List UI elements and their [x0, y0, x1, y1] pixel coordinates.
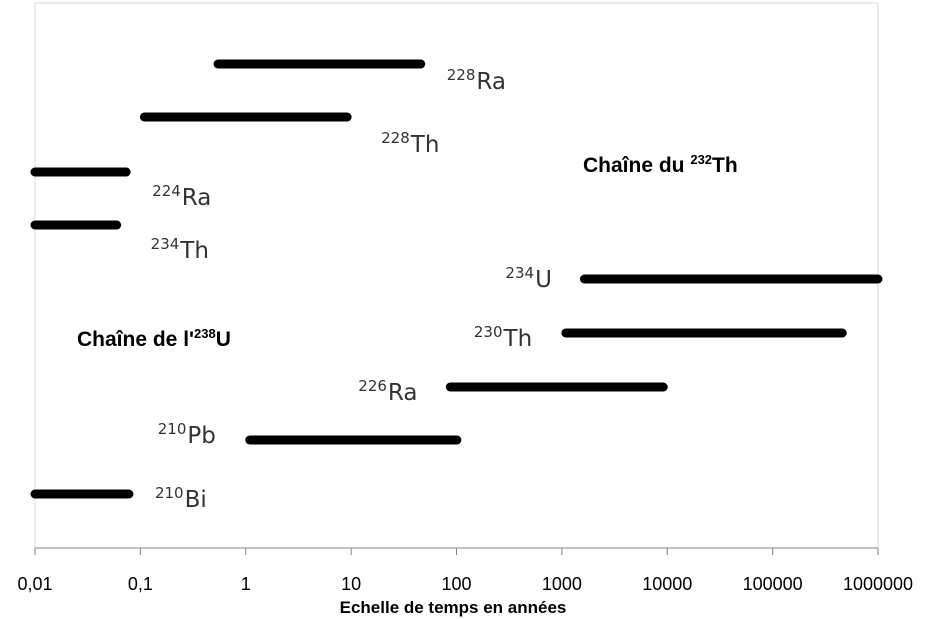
isotope-mass: 234 [151, 235, 180, 253]
isotope-symbol: Th [410, 132, 440, 158]
isotope-label-210pb: 210Pb [158, 420, 216, 449]
isotope-label-228ra: 228Ra [447, 66, 506, 95]
isotope-label-228th: 228Th [381, 129, 439, 158]
isotope-labels: 228Ra228Th224Ra234Th234U230Th226Ra210Pb2… [151, 66, 552, 513]
isotope-label-234u: 234U [505, 264, 551, 293]
chain-element: U [216, 328, 231, 351]
chain-element: Th [712, 154, 738, 177]
isotope-mass: 210 [158, 420, 187, 438]
isotope-symbol: Ra [388, 380, 418, 406]
x-tick-label: 0,01 [17, 574, 52, 594]
x-tick-label: 1000000 [843, 574, 913, 594]
isotope-mass: 230 [474, 323, 503, 341]
isotope-mass: 210 [155, 484, 184, 502]
x-tick-label: 100 [441, 574, 471, 594]
isotope-label-210bi: 210Bi [155, 484, 207, 513]
isotope-symbol: Th [503, 326, 533, 352]
chain-annotation: Chaîne de l'238U [77, 326, 231, 351]
isotope-label-234th: 234Th [151, 235, 209, 264]
chain-annotation: Chaîne du 232Th [583, 152, 738, 177]
isotope-symbol: Pb [187, 423, 215, 449]
x-tick-label: 10 [341, 574, 361, 594]
isotope-mass: 226 [358, 377, 387, 395]
isotope-label-226ra: 226Ra [358, 377, 417, 406]
isotope-symbol: Ra [182, 185, 212, 211]
x-axis-ticks: 0,01 0,1 1 10 100 1000 10000 100000 1000000 [17, 548, 913, 594]
isotope-symbol: U [535, 267, 552, 293]
isotope-label-224ra: 224Ra [152, 182, 211, 211]
isotope-symbol: Ra [476, 69, 506, 95]
chain-mass: 238 [194, 326, 216, 341]
x-axis-title: Echelle de temps en années [340, 598, 567, 617]
chain-prefix: Chaîne de l' [77, 328, 194, 351]
range-bars [30, 59, 883, 499]
isotope-mass: 234 [505, 264, 534, 282]
isotope-symbol: Bi [185, 487, 207, 513]
isotope-mass: 228 [447, 66, 476, 84]
isotope-mass: 228 [381, 129, 410, 147]
x-tick-label: 100000 [743, 574, 803, 594]
isotope-symbol: Th [179, 238, 209, 264]
chain-prefix: Chaîne du [583, 154, 690, 177]
x-tick-label: 1 [241, 574, 251, 594]
isotope-label-230th: 230Th [474, 323, 532, 352]
x-tick-label: 0,1 [128, 574, 153, 594]
x-tick-label: 10000 [642, 574, 692, 594]
isotope-mass: 224 [152, 182, 181, 200]
x-tick-label: 1000 [542, 574, 582, 594]
chain-mass: 232 [690, 152, 712, 167]
